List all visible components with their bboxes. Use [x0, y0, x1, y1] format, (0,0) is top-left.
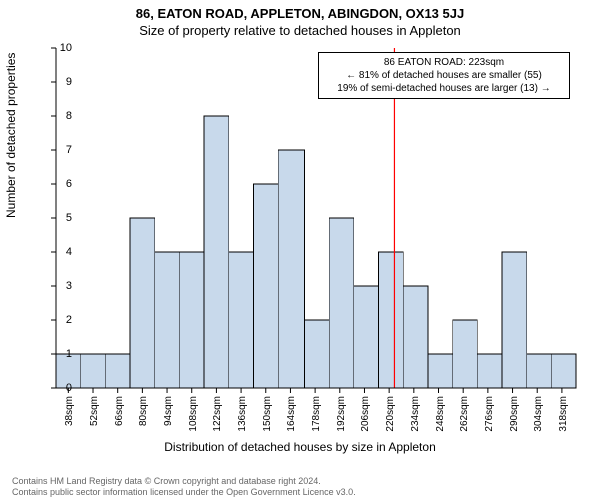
annotation-box: 86 EATON ROAD: 223sqm ← 81% of detached …	[318, 52, 570, 99]
x-tick-label: 94sqm	[163, 396, 174, 426]
x-tick-label: 234sqm	[410, 396, 421, 432]
x-tick-label: 276sqm	[484, 396, 495, 432]
x-tick-label: 108sqm	[188, 396, 199, 432]
y-tick-label: 4	[66, 246, 72, 258]
y-tick-label: 9	[66, 76, 72, 88]
x-tick-label: 318sqm	[558, 396, 569, 432]
x-tick-label: 136sqm	[237, 396, 248, 432]
y-tick-label: 5	[66, 212, 72, 224]
y-axis-label: Number of detached properties	[4, 53, 18, 218]
annotation-line-1: 86 EATON ROAD: 223sqm	[325, 56, 563, 69]
x-tick-label: 66sqm	[114, 396, 125, 426]
x-tick-label: 150sqm	[262, 396, 273, 432]
x-axis-label: Distribution of detached houses by size …	[0, 440, 600, 454]
x-tick-label: 304sqm	[533, 396, 544, 432]
x-tick-label: 248sqm	[435, 396, 446, 432]
y-tick-label: 7	[66, 144, 72, 156]
x-tick-label: 192sqm	[336, 396, 347, 432]
x-tick-label: 52sqm	[89, 396, 100, 426]
x-tick-label: 122sqm	[212, 396, 223, 432]
x-tick-label: 206sqm	[360, 396, 371, 432]
x-tick-label: 262sqm	[459, 396, 470, 432]
x-tick-label: 38sqm	[64, 396, 75, 426]
y-tick-label: 3	[66, 280, 72, 292]
annotation-line-2: ← 81% of detached houses are smaller (55…	[325, 69, 563, 82]
y-tick-label: 8	[66, 110, 72, 122]
x-tick-label: 220sqm	[385, 396, 396, 432]
y-tick-label: 10	[60, 42, 72, 54]
page-subtitle: Size of property relative to detached ho…	[0, 21, 600, 38]
footer-line-2: Contains public sector information licen…	[12, 487, 356, 498]
y-tick-label: 1	[66, 348, 72, 360]
footer-line-1: Contains HM Land Registry data © Crown c…	[12, 476, 356, 487]
x-tick-label: 80sqm	[138, 396, 149, 426]
page-title-address: 86, EATON ROAD, APPLETON, ABINGDON, OX13…	[0, 0, 600, 21]
annotation-line-3: 19% of semi-detached houses are larger (…	[325, 82, 563, 95]
chart-container: 86, EATON ROAD, APPLETON, ABINGDON, OX13…	[0, 0, 600, 500]
y-tick-label: 6	[66, 178, 72, 190]
y-tick-label: 0	[66, 382, 72, 394]
x-tick-label: 178sqm	[311, 396, 322, 432]
footer-attribution: Contains HM Land Registry data © Crown c…	[12, 476, 356, 499]
x-tick-label: 164sqm	[286, 396, 297, 432]
y-tick-label: 2	[66, 314, 72, 326]
x-tick-label: 290sqm	[509, 396, 520, 432]
histogram-plot	[56, 48, 576, 388]
chart-area	[56, 48, 576, 388]
